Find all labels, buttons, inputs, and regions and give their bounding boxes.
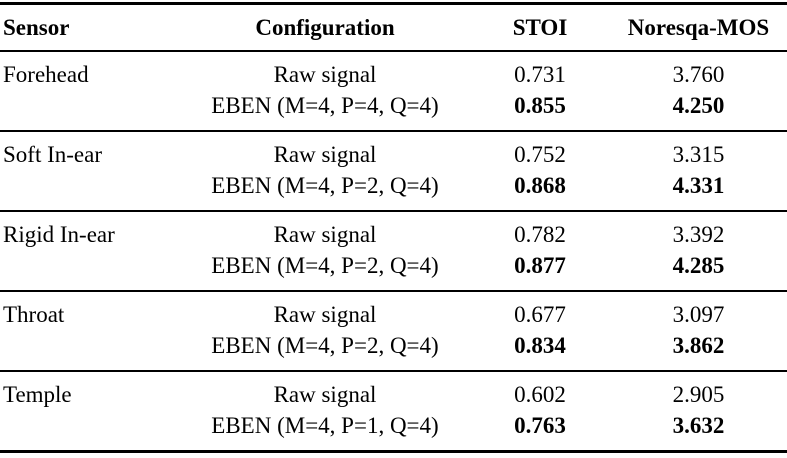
header-cell-sensor: Sensor [0, 3, 180, 52]
stoi-cell: 0.782 [514, 222, 566, 247]
mos-cell: 4.331 [672, 173, 725, 198]
mos-cell: 3.632 [672, 413, 725, 438]
table-row: Rigid In-ear Raw signal 0.782 3.392 [0, 211, 787, 250]
table-row: EBEN (M=4, P=2, Q=4) 0.834 3.862 [0, 330, 787, 371]
stoi-cell: 0.763 [514, 413, 566, 438]
mos-cell: 3.760 [672, 62, 725, 87]
sensor-cell-empty [0, 90, 180, 131]
header-cell-stoi: STOI [470, 3, 610, 52]
sensor-group-forehead: Forehead Raw signal 0.731 3.760 EBEN (M=… [0, 51, 787, 131]
header-row: Sensor Configuration STOI Noresqa-MOS [0, 3, 787, 52]
sensor-cell: Throat [3, 302, 65, 327]
mos-cell: 2.905 [672, 382, 725, 407]
config-cell: EBEN (M=4, P=2, Q=4) [211, 173, 439, 198]
table-row: Forehead Raw signal 0.731 3.760 [0, 51, 787, 90]
table-row: Temple Raw signal 0.602 2.905 [0, 371, 787, 410]
header-cell-noresqa-mos: Noresqa-MOS [610, 3, 787, 52]
table-row: EBEN (M=4, P=2, Q=4) 0.877 4.285 [0, 250, 787, 291]
mos-cell: 4.250 [672, 93, 725, 118]
mos-cell: 3.862 [672, 333, 725, 358]
stoi-cell: 0.731 [514, 62, 566, 87]
config-cell: EBEN (M=4, P=2, Q=4) [211, 333, 439, 358]
stoi-cell: 0.602 [514, 382, 566, 407]
stoi-cell: 0.877 [514, 253, 566, 278]
sensor-cell: Soft In-ear [3, 142, 102, 167]
sensor-cell-empty [0, 410, 180, 452]
config-cell: Raw signal [273, 302, 377, 327]
mos-cell: 4.285 [672, 253, 725, 278]
sensor-group-rigid-in-ear: Rigid In-ear Raw signal 0.782 3.392 EBEN… [0, 211, 787, 291]
table-header: Sensor Configuration STOI Noresqa-MOS [0, 3, 787, 52]
table-row: Throat Raw signal 0.677 3.097 [0, 291, 787, 330]
stoi-cell: 0.677 [514, 302, 566, 327]
mos-cell: 3.392 [672, 222, 725, 247]
header-cell-configuration: Configuration [180, 3, 470, 52]
table-row: EBEN (M=4, P=2, Q=4) 0.868 4.331 [0, 170, 787, 211]
sensor-cell: Temple [3, 382, 72, 407]
sensor-group-soft-in-ear: Soft In-ear Raw signal 0.752 3.315 EBEN … [0, 131, 787, 211]
config-cell: EBEN (M=4, P=2, Q=4) [211, 253, 439, 278]
table-row: EBEN (M=4, P=4, Q=4) 0.855 4.250 [0, 90, 787, 131]
mos-cell: 3.097 [672, 302, 725, 327]
sensor-cell-empty [0, 250, 180, 291]
config-cell: EBEN (M=4, P=1, Q=4) [211, 413, 439, 438]
sensor-cell: Forehead [3, 62, 89, 87]
table-row: EBEN (M=4, P=1, Q=4) 0.763 3.632 [0, 410, 787, 452]
stoi-cell: 0.834 [514, 333, 566, 358]
config-cell: Raw signal [273, 222, 377, 247]
config-cell: Raw signal [273, 62, 377, 87]
sensor-cell-empty [0, 170, 180, 211]
table-row: Soft In-ear Raw signal 0.752 3.315 [0, 131, 787, 170]
stoi-cell: 0.868 [514, 173, 566, 198]
mos-cell: 3.315 [672, 142, 725, 167]
config-cell: EBEN (M=4, P=4, Q=4) [211, 93, 439, 118]
config-cell: Raw signal [273, 382, 377, 407]
stoi-cell: 0.855 [514, 93, 566, 118]
config-cell: Raw signal [273, 142, 377, 167]
sensor-group-throat: Throat Raw signal 0.677 3.097 EBEN (M=4,… [0, 291, 787, 371]
stoi-cell: 0.752 [514, 142, 566, 167]
sensor-cell-empty [0, 330, 180, 371]
sensor-group-temple: Temple Raw signal 0.602 2.905 EBEN (M=4,… [0, 371, 787, 452]
sensor-cell: Rigid In-ear [3, 222, 115, 247]
